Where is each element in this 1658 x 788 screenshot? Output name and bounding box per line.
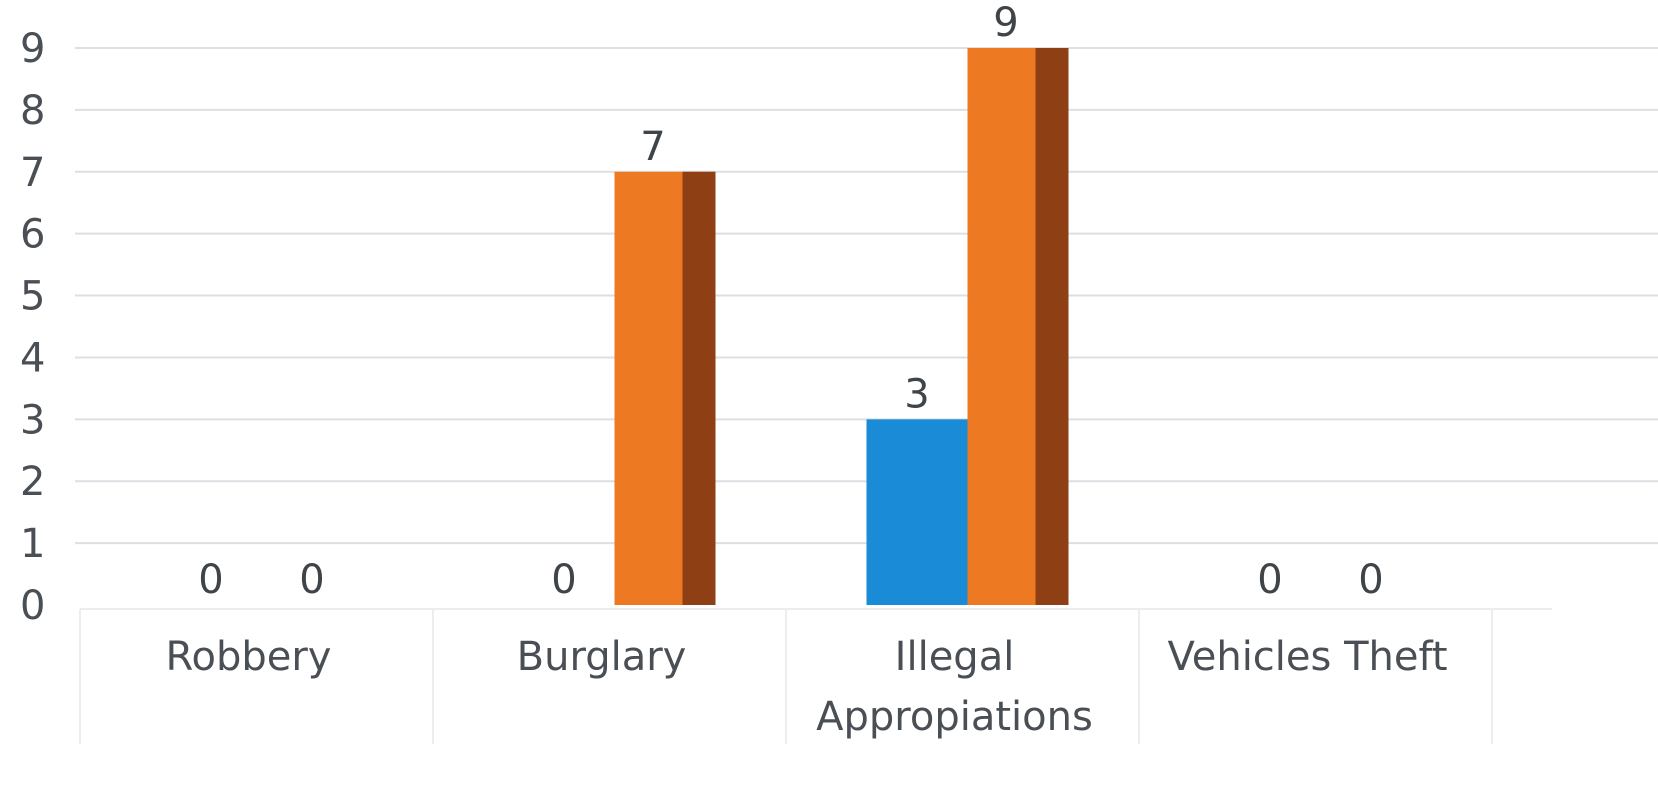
category-label: Illegal xyxy=(895,634,1015,680)
y-tick-label: 5 xyxy=(20,274,45,320)
bar-side-shade xyxy=(1035,48,1069,605)
gridlines xyxy=(75,47,1658,545)
data-label-series-1-cat-4: 0 xyxy=(1257,557,1282,603)
category-label: Appropiations xyxy=(816,694,1093,740)
bar-side-shade xyxy=(682,171,716,605)
data-label-series-2-cat-1: 0 xyxy=(299,557,324,603)
y-tick-label: 9 xyxy=(20,26,45,72)
x-axis-categories: Robbery Burglary Illegal Appropiations Vehic… xyxy=(166,634,1448,740)
y-axis-ticks: 0 1 2 3 4 5 6 7 8 9 xyxy=(20,26,45,629)
data-label-series-1-cat-3: 3 xyxy=(904,371,929,417)
data-label-series-1-cat-2: 0 xyxy=(551,557,576,603)
y-tick-label: 3 xyxy=(20,397,45,443)
y-tick-label: 8 xyxy=(20,88,45,134)
data-label-series-2-cat-4: 0 xyxy=(1358,557,1383,603)
bar-series-1-cat-3 xyxy=(866,419,968,605)
y-tick-label: 2 xyxy=(20,459,45,505)
y-tick-label: 7 xyxy=(20,150,45,196)
y-tick-label: 0 xyxy=(20,583,45,629)
data-label-series-2-cat-3: 9 xyxy=(993,0,1018,46)
data-label-series-1-cat-1: 0 xyxy=(198,557,223,603)
data-label-series-2-cat-2: 7 xyxy=(640,124,665,170)
y-tick-label: 4 xyxy=(20,335,45,381)
category-label: Vehicles Theft xyxy=(1167,634,1447,680)
bars xyxy=(614,48,1069,605)
category-table xyxy=(79,608,1552,744)
category-label: Robbery xyxy=(166,634,332,680)
data-labels: 0 0 0 7 3 9 0 0 xyxy=(198,0,1383,603)
y-tick-label: 6 xyxy=(20,212,45,258)
category-label: Burglary xyxy=(517,634,687,680)
y-tick-label: 1 xyxy=(20,521,45,567)
